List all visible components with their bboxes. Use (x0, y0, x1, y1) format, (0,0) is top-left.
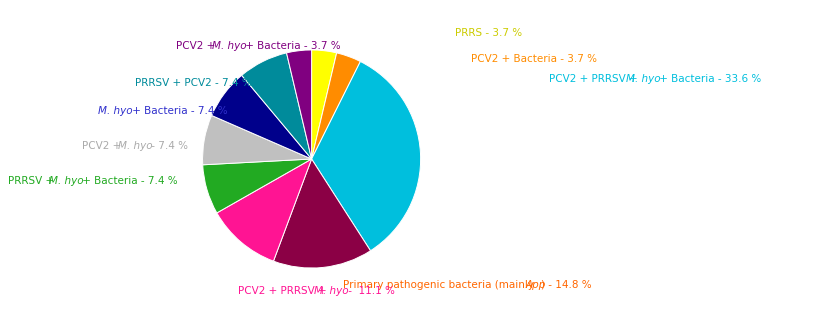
Text: + Bacteria - 3.7 %: + Bacteria - 3.7 % (242, 41, 341, 51)
Text: + Bacteria - 7.4 %: + Bacteria - 7.4 % (129, 106, 227, 116)
Text: M. hyo: M. hyo (117, 141, 152, 151)
Text: ) - 14.8 %: ) - 14.8 % (541, 280, 591, 290)
Wedge shape (211, 75, 311, 159)
Text: PRRS - 3.7 %: PRRS - 3.7 % (455, 28, 522, 38)
Text: App: App (525, 280, 545, 290)
Wedge shape (273, 159, 370, 268)
Wedge shape (202, 115, 311, 165)
Text: M. hyo: M. hyo (211, 41, 247, 51)
Text: PRRSV +: PRRSV + (8, 176, 57, 186)
Text: PCV2 +: PCV2 + (176, 41, 219, 51)
Wedge shape (216, 159, 311, 261)
Text: M. hyo: M. hyo (98, 106, 133, 116)
Text: - 7.4 %: - 7.4 % (148, 141, 188, 151)
Wedge shape (242, 53, 311, 159)
Text: PCV2 +: PCV2 + (82, 141, 124, 151)
Text: M. hyo: M. hyo (49, 176, 84, 186)
Text: PCV2 + PRRSV +: PCV2 + PRRSV + (549, 74, 640, 85)
Text: M. hyo: M. hyo (314, 286, 348, 296)
Wedge shape (311, 50, 337, 159)
Text: + Bacteria - 7.4 %: + Bacteria - 7.4 % (79, 176, 178, 186)
Text: + Bacteria - 33.6 %: + Bacteria - 33.6 % (655, 74, 761, 85)
Text: PCV2 + Bacteria - 3.7 %: PCV2 + Bacteria - 3.7 % (471, 54, 597, 64)
Text: PRRSV + PCV2 - 7.4 %: PRRSV + PCV2 - 7.4 % (135, 78, 251, 88)
Wedge shape (311, 53, 360, 159)
Wedge shape (286, 50, 311, 159)
Wedge shape (202, 159, 311, 213)
Text: M. hyo: M. hyo (625, 74, 659, 85)
Text: Primary pathogenic bacteria (mainly: Primary pathogenic bacteria (mainly (342, 280, 536, 290)
Wedge shape (311, 61, 420, 251)
Text: -  11.1 %: - 11.1 % (344, 286, 394, 296)
Text: PCV2 + PRRSV +: PCV2 + PRRSV + (238, 286, 329, 296)
